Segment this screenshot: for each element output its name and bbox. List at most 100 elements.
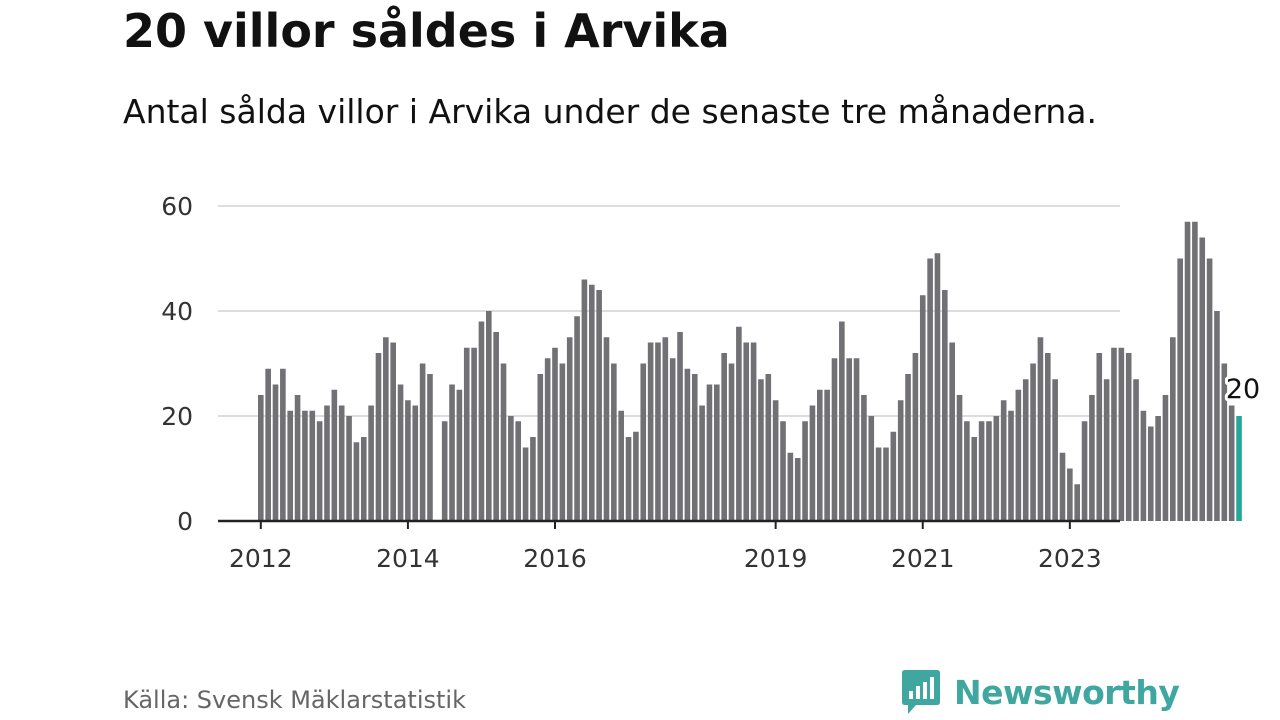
bar: [743, 342, 750, 521]
bar: [956, 395, 963, 521]
bar: [927, 258, 933, 521]
bar: [942, 290, 948, 521]
bar: [478, 321, 485, 521]
bar: [714, 384, 720, 521]
bar: [1221, 363, 1228, 521]
x-tick-label: 2023: [1038, 544, 1102, 573]
y-tick-label: 60: [161, 192, 193, 221]
bar: [986, 421, 992, 521]
bar: [875, 447, 882, 521]
bars: [258, 221, 1242, 521]
bar: [647, 342, 654, 521]
bar: [625, 437, 632, 521]
bar: [772, 400, 779, 521]
bar: [316, 421, 323, 521]
bar: [787, 452, 794, 521]
bar: [537, 374, 544, 521]
bar: [611, 363, 617, 521]
bar: [559, 363, 566, 521]
bar: [515, 421, 522, 521]
x-tick-label: 2012: [229, 544, 293, 573]
bar: [736, 326, 742, 521]
bar: [1236, 416, 1242, 521]
bar: [1206, 258, 1213, 521]
bar: [890, 431, 897, 521]
bar: [463, 347, 470, 521]
bar: [596, 290, 602, 521]
bar: [1081, 421, 1088, 521]
bar: [427, 374, 433, 521]
bar: [691, 374, 698, 521]
bar: [1192, 221, 1198, 521]
bar: [883, 447, 889, 521]
chart-title: 20 villor såldes i Arvika: [123, 4, 730, 58]
bar: [978, 421, 985, 521]
bar: [802, 421, 808, 521]
bar: [353, 442, 360, 521]
bar: [456, 389, 463, 521]
bar: [552, 347, 558, 521]
bar: [1214, 311, 1220, 521]
bar: [1125, 353, 1132, 521]
bar: [677, 332, 683, 521]
value-annotation: 20: [1226, 374, 1260, 405]
bar: [324, 405, 330, 521]
bar: [809, 405, 816, 521]
bar: [449, 384, 455, 521]
bar: [868, 416, 875, 521]
bar: [912, 353, 919, 521]
bar: [1067, 468, 1073, 521]
axes: [218, 519, 1120, 529]
bar: [765, 374, 772, 521]
bar: [1133, 379, 1139, 521]
bar: [699, 405, 705, 521]
bar: [1228, 405, 1235, 521]
bar: [566, 337, 573, 521]
bar: [949, 342, 955, 521]
bar: [265, 368, 271, 521]
bar: [397, 384, 404, 521]
bar: [897, 400, 904, 521]
bar: [530, 437, 536, 521]
bar: [794, 458, 801, 521]
bar: [721, 353, 727, 521]
bar: [309, 410, 316, 521]
bar: [1096, 353, 1103, 521]
x-tick-label: 2021: [891, 544, 955, 573]
bar: [706, 384, 713, 521]
bar: [1044, 353, 1051, 521]
y-tick-label: 0: [177, 507, 193, 536]
bar: [1008, 410, 1014, 521]
bar: [441, 421, 448, 521]
bar: [905, 374, 911, 521]
bar: [1177, 258, 1183, 521]
chart-subtitle: Antal sålda villor i Arvika under de sen…: [123, 92, 1097, 131]
bar: [971, 437, 978, 521]
bar: [816, 389, 823, 521]
labels: 0 20 40 60 2012 2014 2016 2019 2021 2023 20: [161, 192, 1263, 573]
bar: [633, 431, 639, 521]
bar: [728, 363, 735, 521]
bar: [919, 295, 926, 521]
bar: [294, 395, 301, 521]
bar: [1015, 389, 1022, 521]
bar: [493, 332, 499, 521]
newsworthy-logo-icon: [902, 670, 940, 714]
bar: [1184, 221, 1191, 521]
bar: [412, 405, 419, 521]
bar-chart: 0 20 40 60 2012 2014 2016 2019 2021 2023 20: [161, 192, 1263, 573]
brand-logo[interactable]: Newsworthy: [900, 668, 1180, 716]
bar: [640, 363, 647, 521]
bar: [383, 337, 389, 521]
bar: [581, 279, 588, 521]
bar: [780, 421, 786, 521]
bar: [1140, 410, 1147, 521]
bar: [1089, 395, 1095, 521]
bar: [390, 342, 396, 521]
bar: [1037, 337, 1044, 521]
bar: [618, 410, 624, 521]
bar: [934, 253, 941, 521]
bar: [588, 284, 595, 521]
bar: [338, 405, 345, 521]
bar: [1170, 337, 1176, 521]
